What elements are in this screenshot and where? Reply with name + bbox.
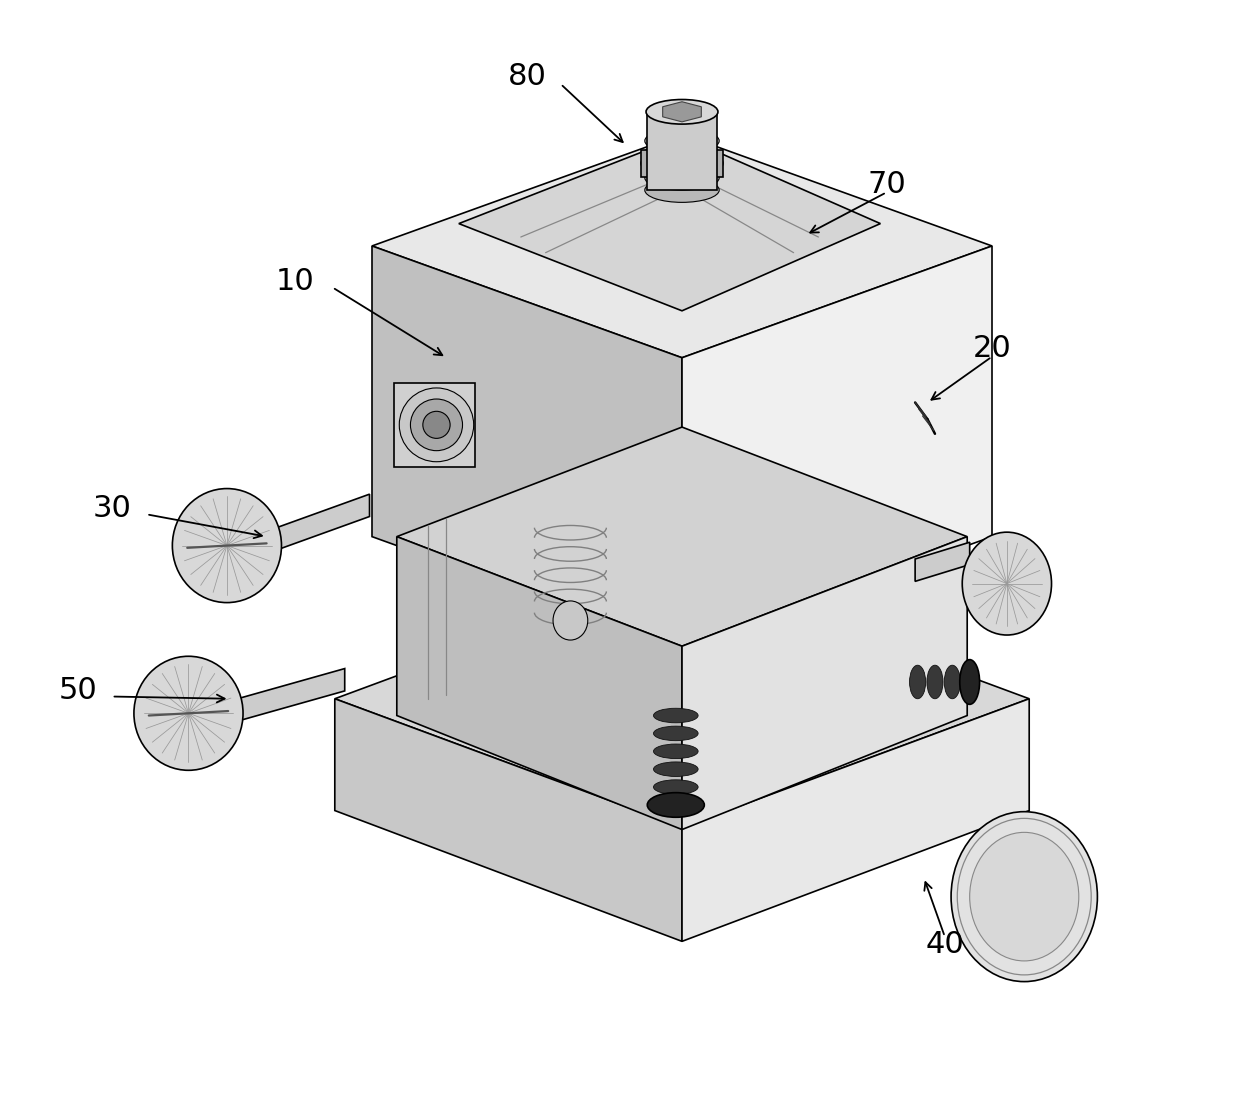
Ellipse shape xyxy=(945,665,960,699)
Ellipse shape xyxy=(653,780,698,794)
Polygon shape xyxy=(397,427,967,646)
Polygon shape xyxy=(335,699,682,941)
Polygon shape xyxy=(682,537,967,830)
Polygon shape xyxy=(662,102,702,122)
Ellipse shape xyxy=(970,832,1079,960)
Ellipse shape xyxy=(909,665,925,699)
Ellipse shape xyxy=(410,399,463,451)
Polygon shape xyxy=(459,136,880,311)
Ellipse shape xyxy=(646,100,718,124)
Ellipse shape xyxy=(962,532,1052,635)
Ellipse shape xyxy=(134,656,243,770)
Text: 10: 10 xyxy=(275,267,315,296)
Polygon shape xyxy=(647,112,717,190)
Ellipse shape xyxy=(423,411,450,438)
Polygon shape xyxy=(264,494,370,555)
Ellipse shape xyxy=(960,660,980,704)
Ellipse shape xyxy=(653,745,698,759)
Text: 20: 20 xyxy=(972,334,1012,363)
Text: 70: 70 xyxy=(867,170,906,199)
Ellipse shape xyxy=(645,129,719,153)
Text: 30: 30 xyxy=(92,494,131,523)
Ellipse shape xyxy=(962,665,977,699)
Ellipse shape xyxy=(653,762,698,776)
Ellipse shape xyxy=(645,165,719,190)
Polygon shape xyxy=(641,150,723,177)
Ellipse shape xyxy=(645,178,719,202)
Ellipse shape xyxy=(653,709,698,722)
Ellipse shape xyxy=(172,489,281,603)
Ellipse shape xyxy=(951,812,1097,982)
Polygon shape xyxy=(397,537,682,830)
Ellipse shape xyxy=(645,153,719,178)
Ellipse shape xyxy=(553,601,588,639)
Ellipse shape xyxy=(928,665,942,699)
Polygon shape xyxy=(682,699,1029,941)
Polygon shape xyxy=(372,246,682,648)
Text: 50: 50 xyxy=(58,676,98,705)
Ellipse shape xyxy=(399,388,474,462)
Polygon shape xyxy=(372,134,992,358)
Polygon shape xyxy=(226,669,345,724)
Ellipse shape xyxy=(645,141,719,165)
Polygon shape xyxy=(335,570,1029,827)
Ellipse shape xyxy=(641,150,723,178)
Text: 40: 40 xyxy=(925,930,965,959)
Polygon shape xyxy=(915,542,970,581)
Ellipse shape xyxy=(647,793,704,817)
FancyBboxPatch shape xyxy=(394,383,475,467)
Ellipse shape xyxy=(653,727,698,740)
Ellipse shape xyxy=(653,798,698,812)
Text: 80: 80 xyxy=(507,61,547,91)
Polygon shape xyxy=(682,246,992,648)
